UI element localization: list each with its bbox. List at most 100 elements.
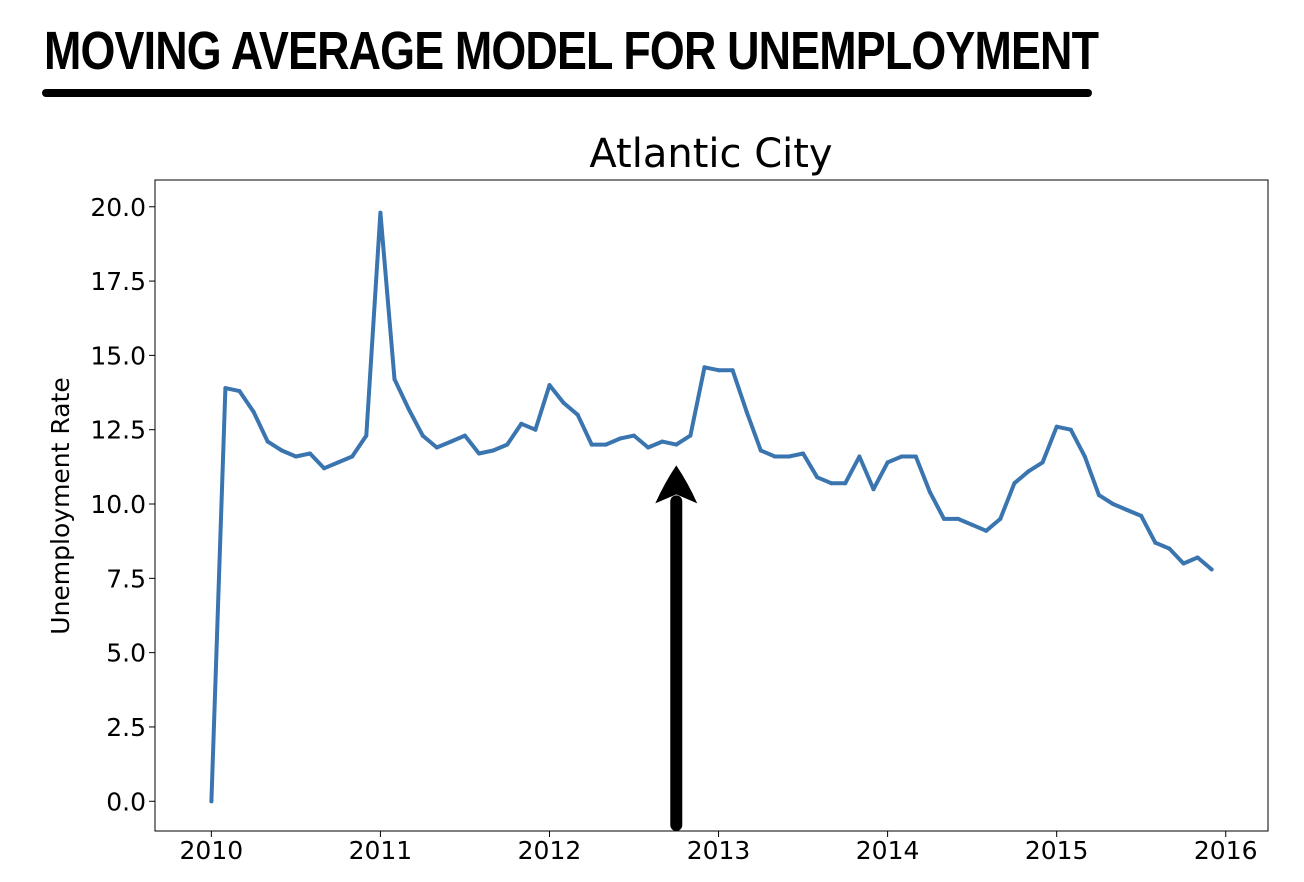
data-point — [927, 490, 932, 495]
data-point — [1195, 555, 1200, 560]
data-point — [322, 466, 327, 471]
data-point — [702, 365, 707, 370]
data-point — [350, 454, 355, 459]
data-point — [660, 439, 665, 444]
data-point — [772, 454, 777, 459]
data-point — [533, 427, 538, 432]
data-point — [1096, 493, 1101, 498]
data-point — [462, 433, 467, 438]
arrow-head — [655, 465, 698, 504]
data-point — [913, 454, 918, 459]
data-point — [744, 409, 749, 414]
plot-frame — [154, 179, 1269, 832]
data-point — [1082, 454, 1087, 459]
x-tick-label: 2011 — [349, 836, 413, 865]
data-point — [293, 454, 298, 459]
data-point — [815, 475, 820, 480]
series-layer — [209, 210, 1214, 804]
data-point — [1181, 561, 1186, 566]
data-point — [716, 368, 721, 373]
data-point — [364, 433, 369, 438]
data-point — [885, 460, 890, 465]
data-point — [829, 481, 834, 486]
data-point — [519, 421, 524, 426]
data-point — [575, 412, 580, 417]
data-point — [617, 436, 622, 441]
x-tick-label: 2015 — [1025, 836, 1089, 865]
data-point — [956, 516, 961, 521]
page-heading: MOVING AVERAGE MODEL FOR UNEMPLOYMENT — [44, 21, 1099, 81]
data-point — [1167, 546, 1172, 551]
data-point — [1026, 469, 1031, 474]
data-point — [406, 406, 411, 411]
data-point — [420, 433, 425, 438]
data-point — [265, 439, 270, 444]
data-point — [970, 522, 975, 527]
data-point — [279, 448, 284, 453]
chart-title: Atlantic City — [589, 131, 832, 177]
x-axis: 2010 2011 2012 2013 2014 2015 2016 — [180, 831, 1258, 865]
data-point — [547, 383, 552, 388]
data-point — [561, 400, 566, 405]
x-tick-label: 2012 — [518, 836, 582, 865]
data-point — [251, 409, 256, 414]
data-point — [1139, 513, 1144, 518]
data-point — [942, 516, 946, 521]
x-tick-label: 2016 — [1194, 836, 1258, 865]
x-tick-label: 2013 — [687, 836, 751, 865]
data-point — [237, 389, 242, 394]
data-point — [646, 445, 651, 450]
data-point — [491, 448, 496, 453]
data-point — [1125, 508, 1130, 512]
x-tick-label: 2014 — [856, 836, 920, 865]
data-point — [632, 433, 636, 438]
data-point — [1054, 424, 1059, 429]
y-tick-label: 10.0 — [90, 490, 146, 519]
y-tick-label: 12.5 — [90, 416, 146, 445]
data-point — [209, 799, 214, 804]
data-point — [308, 451, 312, 456]
data-point — [899, 454, 904, 459]
y-tick-label: 15.0 — [90, 341, 146, 370]
data-point — [758, 448, 763, 453]
data-point — [857, 454, 862, 459]
data-point — [1040, 460, 1045, 465]
data-point — [589, 442, 594, 447]
data-point — [223, 386, 228, 391]
y-axis-label: Unemployment Rate — [46, 377, 75, 634]
data-point — [688, 433, 693, 438]
y-axis: 0.0 2.5 5.0 7.5 10.0 12.5 15.0 17.5 20.0 — [90, 193, 155, 816]
x-tick-label: 2010 — [180, 836, 244, 865]
data-point — [787, 454, 791, 459]
data-point — [1012, 481, 1017, 486]
data-point — [448, 439, 453, 444]
y-tick-label: 2.5 — [106, 713, 146, 742]
data-point — [1068, 427, 1073, 432]
y-tick-label: 20.0 — [90, 193, 146, 222]
y-tick-label: 17.5 — [90, 267, 146, 296]
y-tick-label: 7.5 — [106, 564, 146, 593]
data-point — [336, 460, 341, 465]
data-point — [505, 442, 510, 447]
series-line — [209, 210, 1214, 804]
data-point — [730, 368, 735, 373]
data-point — [603, 442, 608, 447]
y-tick-label: 0.0 — [106, 787, 146, 816]
data-point — [1153, 540, 1158, 545]
data-point — [392, 377, 397, 382]
y-tick-label: 5.0 — [106, 639, 146, 668]
data-point — [378, 210, 383, 215]
data-point — [871, 487, 876, 492]
data-point — [434, 445, 439, 450]
data-point — [1209, 567, 1214, 572]
heading-rule — [42, 89, 1092, 97]
data-point — [1111, 502, 1115, 506]
annotation-layer — [655, 465, 698, 832]
data-point — [984, 528, 989, 533]
data-point — [477, 451, 481, 456]
data-point — [998, 516, 1003, 521]
data-point — [801, 451, 806, 456]
data-point — [674, 442, 679, 447]
data-point — [843, 481, 848, 486]
